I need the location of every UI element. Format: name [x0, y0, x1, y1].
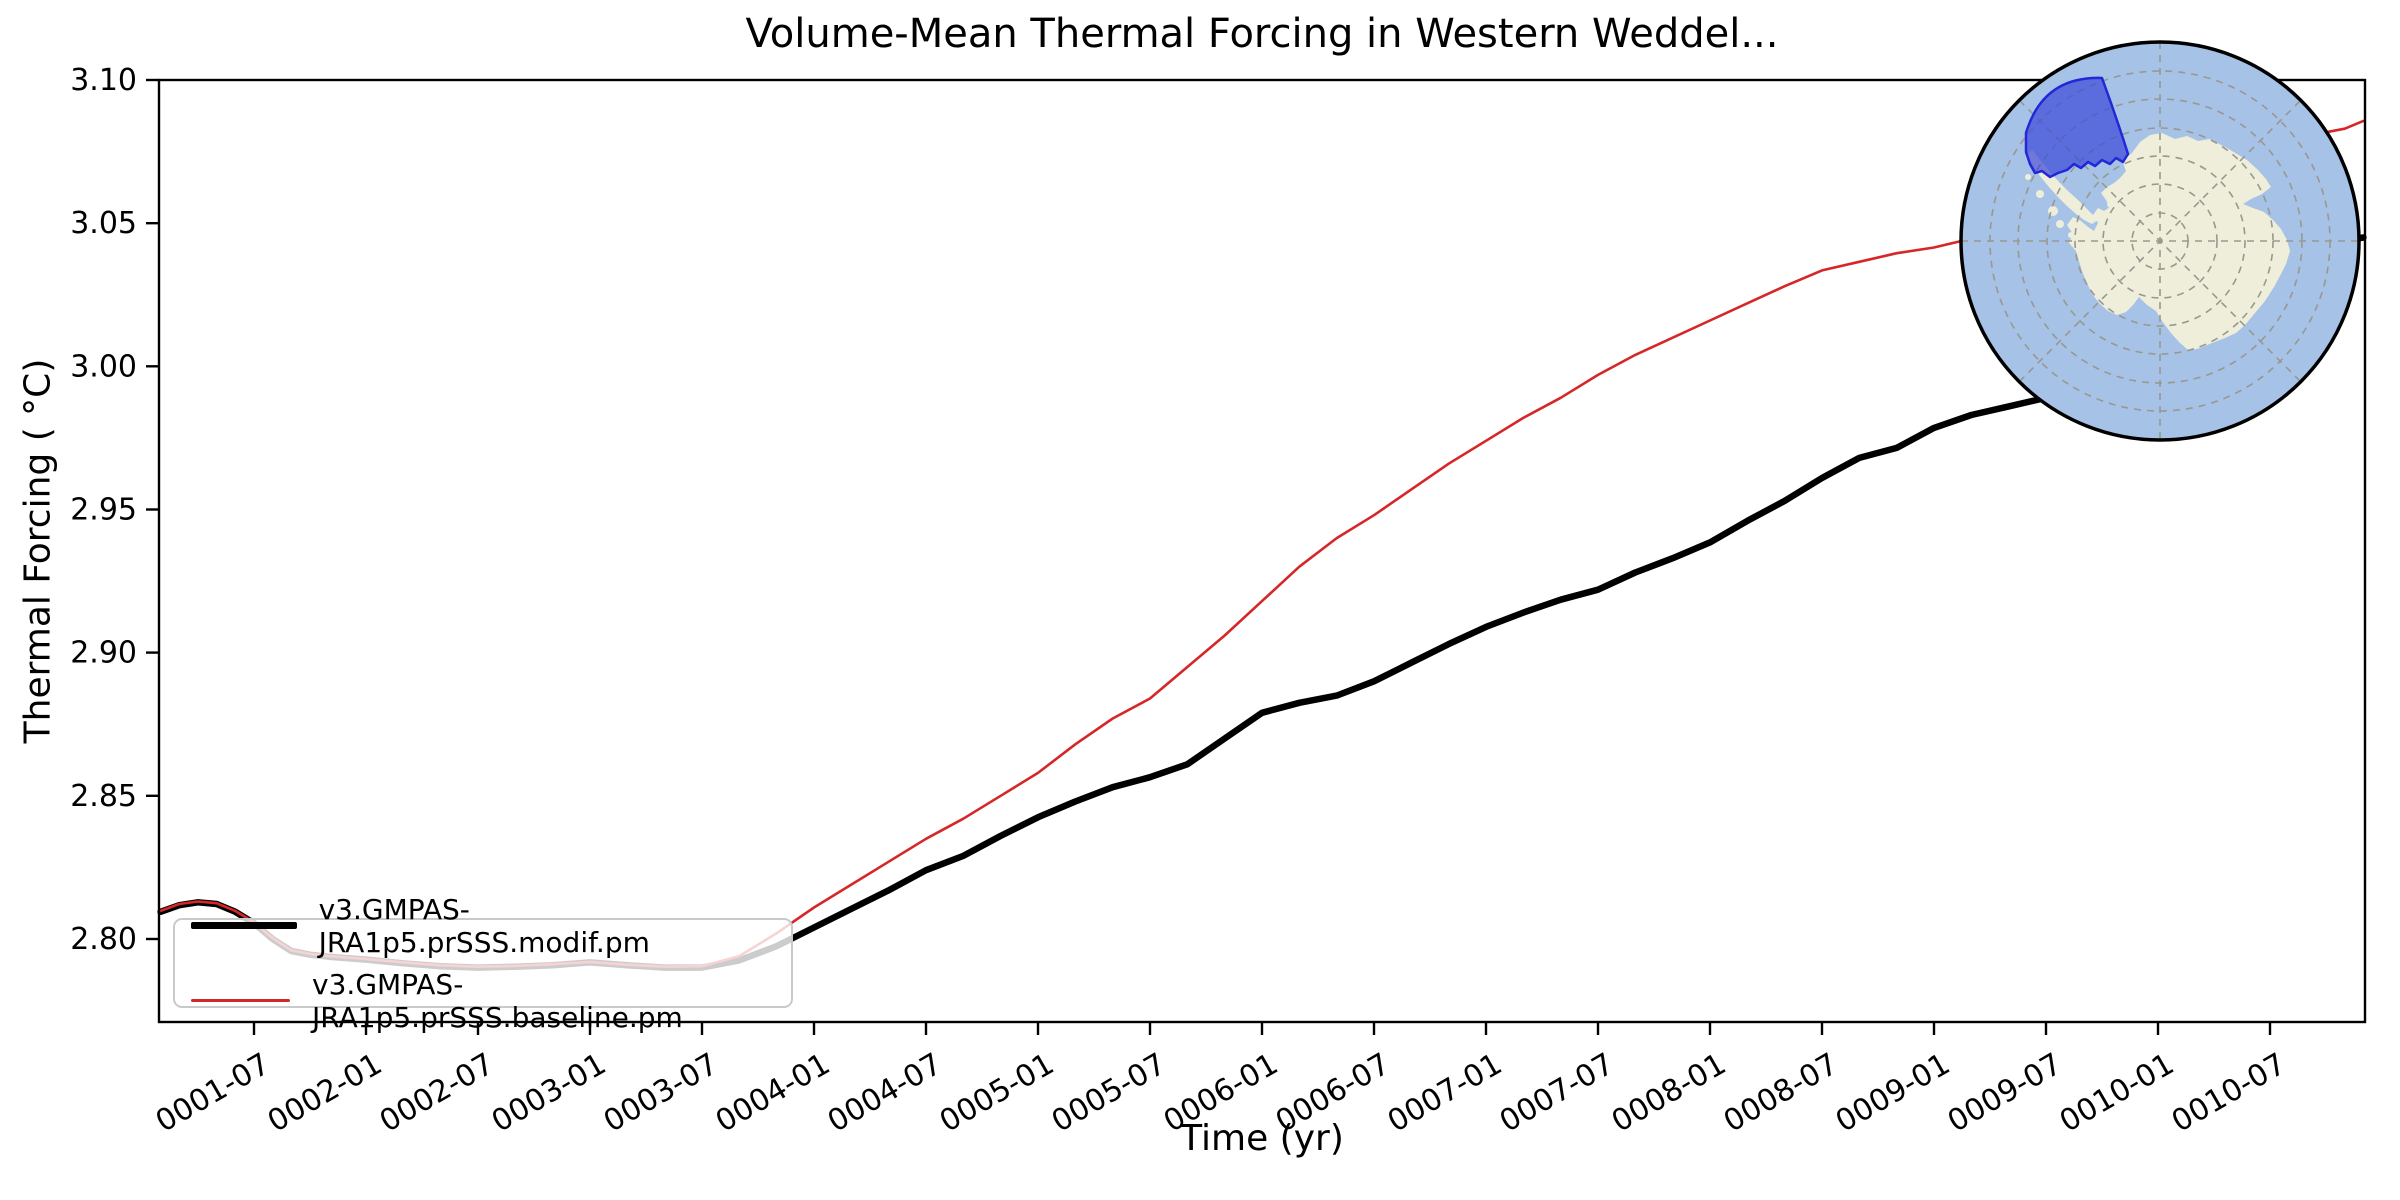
legend-label-baseline: v3.GMPAS-JRA1p5.prSSS.baseline.pm: [312, 967, 683, 1034]
y-axis-ticks: 2.80 2.85 2.90 2.95 3.00 3.05 3.10: [70, 63, 159, 957]
legend-item-modif: v3.GMPAS-JRA1p5.prSSS.modif.pm: [191, 893, 775, 959]
y-tick-label: 3.05: [70, 206, 137, 241]
y-tick-label: 2.90: [70, 636, 137, 671]
y-tick-label: 3.00: [70, 349, 137, 384]
legend-label-modif: v3.GMPAS-JRA1p5.prSSS.modif.pm: [318, 892, 650, 959]
y-tick-label: 2.85: [70, 779, 137, 814]
legend-item-baseline: v3.GMPAS-JRA1p5.prSSS.baseline.pm: [191, 968, 775, 1034]
weddell-region-polygon: [2024, 76, 2130, 179]
chart-title: Volume-Mean Thermal Forcing in Western W…: [745, 11, 1779, 57]
y-axis-label: Thermal Forcing ( °C): [17, 358, 59, 744]
legend-line-swatch-black: [191, 922, 297, 929]
antarctica-inset-map: [1959, 40, 2361, 442]
y-tick-label: 2.95: [70, 493, 137, 528]
y-tick-label: 2.80: [70, 922, 137, 957]
graticule: [1961, 42, 2359, 440]
legend-box: v3.GMPAS-JRA1p5.prSSS.modif.pm v3.GMPAS-…: [173, 893, 793, 1034]
legend-line-swatch-red: [191, 999, 291, 1002]
x-axis-label: Time (yr): [1180, 1118, 1344, 1159]
map-border: [1959, 40, 2361, 442]
antarctica-landmass: [2067, 133, 2290, 351]
y-tick-label: 3.10: [70, 63, 137, 98]
